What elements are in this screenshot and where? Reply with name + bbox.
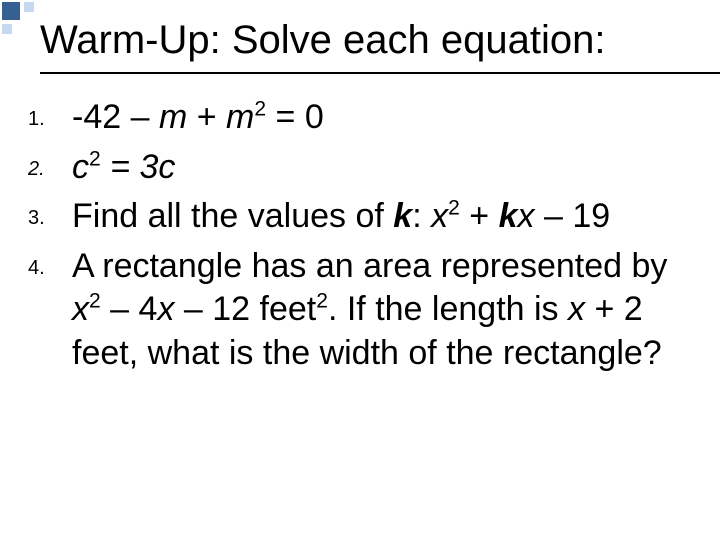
list-text: -42 – m + m2 = 0 — [72, 96, 696, 140]
list-text: A rectangle has an area represented by x… — [72, 245, 696, 376]
list-item: 3. Find all the values of k: x2 + kx – 1… — [28, 195, 696, 239]
list-text: Find all the values of k: x2 + kx – 19 — [72, 195, 696, 239]
list-item: 2. c2 = 3c — [28, 146, 696, 190]
list-number: 1. — [28, 96, 72, 131]
slide: Warm-Up: Solve each equation: 1. -42 – m… — [0, 0, 720, 540]
slide-title: Warm-Up: Solve each equation: — [40, 18, 700, 62]
list-number: 4. — [28, 245, 72, 280]
slide-body: 1. -42 – m + m2 = 0 2. c2 = 3c 3. Find a… — [28, 96, 696, 381]
corner-decoration — [0, 0, 40, 40]
list-text: c2 = 3c — [72, 146, 696, 190]
deco-square-small-1 — [24, 2, 34, 12]
list-number: 3. — [28, 195, 72, 230]
list-item: 1. -42 – m + m2 = 0 — [28, 96, 696, 140]
deco-square-large — [2, 2, 20, 20]
list-number: 2. — [28, 146, 72, 181]
title-underline — [40, 72, 720, 74]
deco-square-small-2 — [2, 24, 12, 34]
list-item: 4. A rectangle has an area represented b… — [28, 245, 696, 376]
